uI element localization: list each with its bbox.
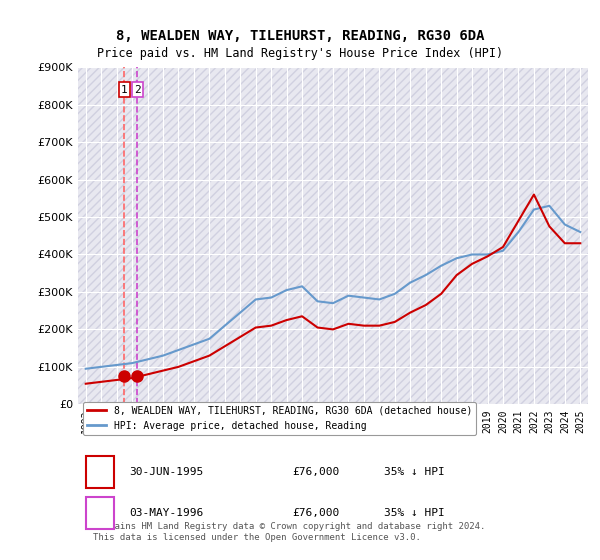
Legend: 8, WEALDEN WAY, TILEHURST, READING, RG30 6DA (detached house), HPI: Average pric: 8, WEALDEN WAY, TILEHURST, READING, RG30… [83, 402, 476, 435]
Text: 30-JUN-1995: 30-JUN-1995 [129, 467, 203, 477]
Text: 2: 2 [96, 508, 103, 517]
Text: 1: 1 [96, 467, 103, 477]
FancyBboxPatch shape [86, 497, 114, 529]
Text: 8, WEALDEN WAY, TILEHURST, READING, RG30 6DA: 8, WEALDEN WAY, TILEHURST, READING, RG30… [116, 29, 484, 44]
Text: £76,000: £76,000 [292, 467, 340, 477]
Text: 03-MAY-1996: 03-MAY-1996 [129, 508, 203, 517]
Text: £76,000: £76,000 [292, 508, 340, 517]
Text: Price paid vs. HM Land Registry's House Price Index (HPI): Price paid vs. HM Land Registry's House … [97, 46, 503, 60]
FancyBboxPatch shape [86, 456, 114, 488]
Text: 35% ↓ HPI: 35% ↓ HPI [384, 467, 445, 477]
Text: 1: 1 [121, 85, 128, 95]
Text: Contains HM Land Registry data © Crown copyright and database right 2024.
This d: Contains HM Land Registry data © Crown c… [94, 522, 485, 542]
Text: 2: 2 [134, 85, 140, 95]
Text: 35% ↓ HPI: 35% ↓ HPI [384, 508, 445, 517]
